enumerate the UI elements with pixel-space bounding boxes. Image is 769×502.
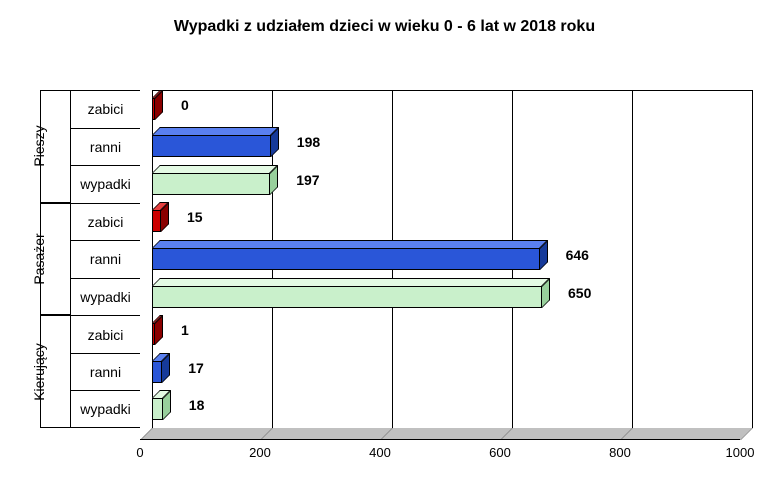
bar-value-label: 15 [187, 209, 203, 225]
y-sub-label: zabici [70, 203, 140, 241]
x-tick-label: 400 [369, 445, 391, 460]
y-sub-label: zabici [70, 90, 140, 128]
y-sub-label: wypadki [70, 390, 140, 428]
x-tick-label: 1000 [726, 445, 755, 460]
y-axis: zabiciranniwypadkiPieszyzabiciranniwypad… [40, 90, 140, 440]
y-group: Kierujący [40, 315, 70, 428]
bar-value-label: 17 [188, 360, 204, 376]
y-group: Pieszy [40, 90, 70, 203]
x-tick-label: 800 [609, 445, 631, 460]
y-group-label: Kierujący [31, 343, 47, 401]
gridline [752, 90, 753, 428]
bar-value-label: 1 [181, 322, 189, 338]
y-group-label: Pieszy [31, 126, 47, 167]
gridline [632, 90, 633, 428]
y-group: Pasażer [40, 203, 70, 316]
y-sub-label: zabici [70, 315, 140, 353]
bar-value-label: 646 [566, 247, 589, 263]
bar-value-label: 18 [189, 397, 205, 413]
y-sub-label: ranni [70, 128, 140, 166]
bar-value-label: 650 [568, 285, 591, 301]
bar-value-label: 197 [296, 172, 319, 188]
y-sub-label: wypadki [70, 278, 140, 316]
chart-container: Wypadki z udziałem dzieci w wieku 0 - 6 … [0, 0, 769, 502]
y-sub-label: wypadki [70, 165, 140, 203]
chart-title: Wypadki z udziałem dzieci w wieku 0 - 6 … [0, 18, 769, 36]
x-tick-label: 200 [249, 445, 271, 460]
bar-value-label: 0 [181, 97, 189, 113]
y-group-label: Pasażer [31, 233, 47, 284]
y-sub-label: ranni [70, 353, 140, 391]
y-sub-label: ranni [70, 240, 140, 278]
bar-value-label: 198 [297, 134, 320, 150]
plot-area: 0200400600800100001981971564665011718 [140, 90, 740, 440]
x-tick-label: 600 [489, 445, 511, 460]
x-tick-label: 0 [136, 445, 143, 460]
